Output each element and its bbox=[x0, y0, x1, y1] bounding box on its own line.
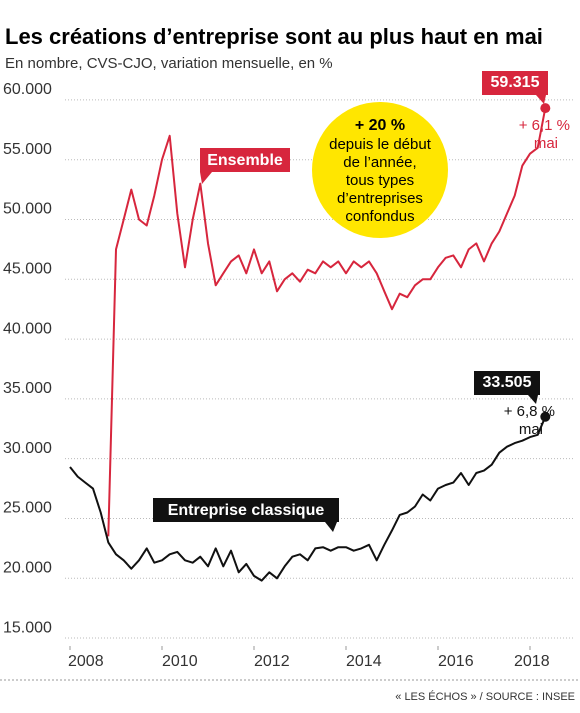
chart-title: Les créations d’entreprise sont au plus … bbox=[5, 24, 543, 49]
callout-line: tous types bbox=[346, 172, 414, 189]
y-tick-label: 60.000 bbox=[3, 81, 52, 98]
x-tick-label: 2018 bbox=[514, 653, 550, 670]
chart-subtitle: En nombre, CVS-CJO, variation mensuelle,… bbox=[5, 55, 333, 72]
y-tick-label: 35.000 bbox=[3, 380, 52, 397]
y-tick-label: 55.000 bbox=[3, 141, 52, 158]
change-note: + 6,8 % bbox=[504, 403, 555, 420]
callout-headline: + 20 % bbox=[355, 117, 405, 134]
legend-box bbox=[153, 498, 339, 522]
change-note: + 6,1 % bbox=[519, 117, 570, 134]
y-tick-label: 20.000 bbox=[3, 559, 52, 576]
endpoint bbox=[540, 411, 551, 422]
source: « LES ÉCHOS » / SOURCE : INSEE bbox=[395, 690, 575, 703]
x-tick-label: 2012 bbox=[254, 653, 290, 670]
y-tick-label: 40.000 bbox=[3, 320, 52, 337]
callout-line: depuis le début bbox=[329, 136, 432, 153]
y-tick-label: 25.000 bbox=[3, 500, 52, 517]
series-line bbox=[69, 416, 547, 582]
legend-pointer bbox=[325, 522, 337, 532]
change-note: mai bbox=[519, 421, 543, 438]
value-label-text: 59.315 bbox=[491, 74, 540, 91]
callout-line: confondus bbox=[345, 208, 414, 225]
y-tick-label: 45.000 bbox=[3, 261, 52, 278]
callout-line: de l’année, bbox=[343, 154, 416, 171]
callout-line: d’entreprises bbox=[337, 190, 423, 207]
change-note: mai bbox=[534, 135, 558, 152]
x-tick-label: 2008 bbox=[68, 653, 104, 670]
value-label-pointer bbox=[536, 95, 546, 104]
value-label: 59.315 bbox=[482, 71, 548, 104]
series-line bbox=[107, 107, 547, 537]
legend-label: Entreprise classique bbox=[168, 502, 325, 519]
value-label-box bbox=[482, 71, 548, 95]
x-tick-label: 2010 bbox=[162, 653, 198, 670]
endpoint bbox=[540, 103, 551, 114]
legend-box bbox=[200, 148, 290, 172]
value-label-pointer bbox=[528, 395, 538, 404]
callout-circle bbox=[312, 102, 448, 238]
y-tick-label: 30.000 bbox=[3, 440, 52, 457]
y-tick-label: 50.000 bbox=[3, 201, 52, 218]
y-tick-label: 15.000 bbox=[3, 619, 52, 636]
legend-pointer bbox=[200, 172, 212, 184]
value-label-text: 33.505 bbox=[483, 374, 532, 391]
value-label-box bbox=[474, 371, 540, 395]
x-tick-label: 2014 bbox=[346, 653, 382, 670]
x-tick-label: 2016 bbox=[438, 653, 474, 670]
legend-label: Ensemble bbox=[207, 152, 283, 169]
value-label: 33.505 bbox=[474, 371, 540, 404]
